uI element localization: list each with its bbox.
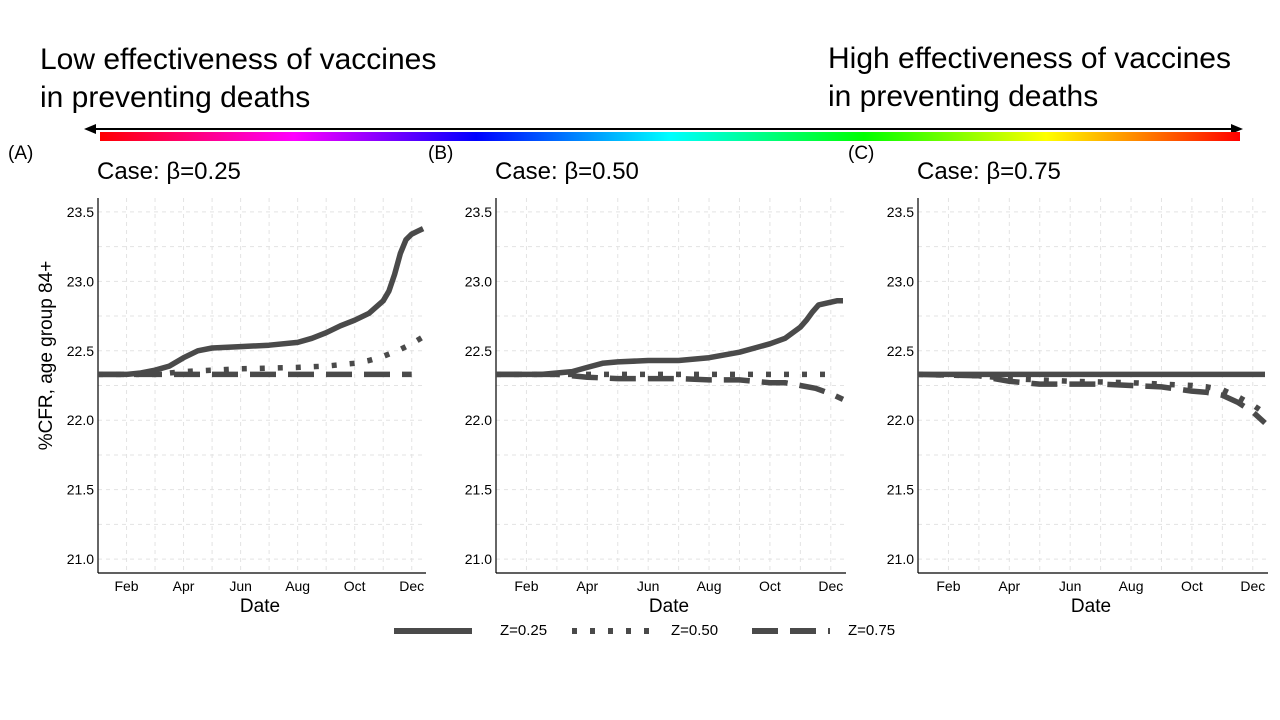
y-tick-label: 21.5 — [67, 482, 94, 498]
y-tick-label: 23.0 — [465, 273, 492, 289]
y-tick-label: 22.5 — [465, 343, 492, 359]
y-tick-label: 22.5 — [887, 343, 914, 359]
y-tick-label: 23.5 — [465, 204, 492, 220]
legend-label-z050: Z=0.50 — [671, 622, 719, 639]
legend-label-z025: Z=0.25 — [500, 622, 548, 639]
effectiveness-scale — [84, 124, 1243, 141]
x-tick-label: Apr — [576, 578, 598, 594]
y-tick-label: 22.0 — [887, 412, 914, 428]
y-tick-label: 23.5 — [67, 204, 94, 220]
left-arrowhead-icon — [84, 124, 96, 134]
x-tick-label: Apr — [173, 578, 195, 594]
x-tick-label: Jun — [637, 578, 660, 594]
x-tick-label: Aug — [285, 578, 310, 594]
y-tick-label: 23.0 — [887, 273, 914, 289]
panel-b-title: Case: β=0.50 — [495, 158, 639, 185]
series-line-z050 — [917, 371, 1267, 416]
y-tick-label: 21.0 — [887, 551, 914, 567]
series-line-z025 — [496, 298, 843, 378]
y-axis-title: %CFR, age group 84+ — [36, 261, 57, 451]
x-tick-label: Oct — [1181, 578, 1203, 594]
y-tick-label: 21.0 — [465, 551, 492, 567]
panel-c-letter: (C) — [848, 143, 875, 164]
series-line-z075 — [917, 371, 1267, 426]
y-tick-label: 22.5 — [67, 343, 94, 359]
chart-panel-2: 21.0 21.5 22.0 22.5 23.0 23.5 Feb Apr Jun Aug Oct D… — [465, 198, 846, 617]
y-tick-label: 23.0 — [67, 273, 94, 289]
x-tick-label: Oct — [759, 578, 781, 594]
panel-c-title: Case: β=0.75 — [917, 158, 1061, 185]
x-tick-label: Oct — [344, 578, 366, 594]
y-tick-label: 21.5 — [887, 482, 914, 498]
x-tick-label: Dec — [1240, 578, 1265, 594]
x-tick-label: Feb — [114, 578, 138, 594]
chart-panel-1: 21.0 21.5 22.0 22.5 23.0 23.5 Feb Apr Jun Aug Oct D… — [36, 198, 426, 617]
x-tick-label: Jun — [1059, 578, 1082, 594]
x-tick-label: Aug — [1119, 578, 1144, 594]
legend-label-z075: Z=0.75 — [848, 622, 896, 639]
panel-a-title: Case: β=0.25 — [97, 158, 241, 185]
y-tick-label: 22.0 — [67, 412, 94, 428]
x-axis-title: Date — [240, 596, 280, 617]
low-effectiveness-line-1: Low effectiveness of vaccines — [40, 43, 437, 76]
series-line-z075 — [496, 371, 845, 402]
x-axis-title: Date — [1071, 596, 1111, 617]
series-line-z050 — [98, 334, 425, 378]
x-tick-label: Aug — [697, 578, 722, 594]
y-tick-label: 23.5 — [887, 204, 914, 220]
x-tick-label: Feb — [936, 578, 960, 594]
panel-b-letter: (B) — [428, 143, 454, 164]
x-tick-label: Dec — [818, 578, 843, 594]
right-arrowhead-icon — [1231, 124, 1243, 134]
chart-panel-3: 21.0 21.5 22.0 22.5 23.0 23.5 Feb Apr Jun Aug Oct D… — [887, 198, 1268, 617]
x-tick-label: Jun — [229, 578, 252, 594]
y-tick-label: 21.0 — [67, 551, 94, 567]
panel-a-letter: (A) — [8, 143, 34, 164]
high-effectiveness-line-2: in preventing deaths — [828, 80, 1099, 113]
rainbow-color-bar — [100, 132, 1240, 141]
high-effectiveness-label: High effectiveness of vaccines in preven… — [828, 40, 1231, 116]
high-effectiveness-line-1: High effectiveness of vaccines — [828, 42, 1231, 75]
y-tick-label: 21.5 — [465, 482, 492, 498]
x-tick-label: Apr — [998, 578, 1020, 594]
x-axis-title: Date — [649, 596, 689, 617]
series-line-z025 — [98, 226, 425, 378]
x-tick-label: Dec — [399, 578, 424, 594]
y-tick-label: 22.0 — [465, 412, 492, 428]
x-tick-label: Feb — [514, 578, 538, 594]
low-effectiveness-label: Low effectiveness of vaccines in prevent… — [40, 41, 436, 117]
low-effectiveness-line-2: in preventing deaths — [40, 81, 311, 114]
